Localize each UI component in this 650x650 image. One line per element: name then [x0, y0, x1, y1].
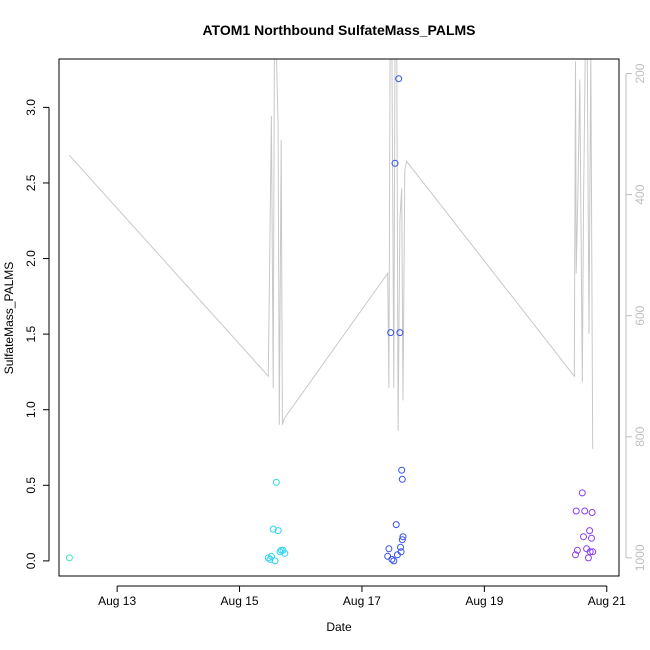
- data-point: [272, 478, 280, 486]
- data-point: [281, 549, 289, 557]
- data-point: [397, 548, 405, 556]
- data-point: [398, 466, 406, 474]
- y-tick-label: 2.0: [24, 250, 38, 267]
- data-point: [395, 75, 403, 83]
- secondary-tick-label: 400: [633, 184, 647, 204]
- data-point: [392, 521, 400, 529]
- data-point: [398, 475, 406, 483]
- secondary-series-line: [69, 59, 594, 449]
- data-point: [578, 489, 586, 497]
- data-point: [388, 555, 396, 563]
- secondary-line-layer: [69, 59, 594, 449]
- x-tick-label: Aug 17: [343, 594, 381, 608]
- data-point: [390, 557, 398, 565]
- secondary-tick-label: 600: [633, 305, 647, 325]
- plot-frame: [58, 58, 620, 577]
- secondary-tick-label: 200: [633, 63, 647, 83]
- x-tick-label: Aug 15: [221, 594, 259, 608]
- data-point: [397, 543, 404, 551]
- data-point: [581, 507, 589, 515]
- x-tick-label: Aug 21: [588, 594, 626, 608]
- data-point: [589, 548, 597, 556]
- data-point: [391, 159, 399, 167]
- data-point: [267, 552, 275, 560]
- y-tick-label: 3.0: [24, 99, 38, 116]
- y-tick-label: 0.5: [24, 477, 38, 494]
- x-tick-label: Aug 13: [98, 594, 136, 608]
- data-point: [586, 527, 594, 535]
- secondary-tick-label: 800: [633, 426, 647, 446]
- y-axis-label: SulfateMass_PALMS: [2, 262, 16, 375]
- data-point: [269, 525, 277, 533]
- axes-layer: 0.0 0.5 1.0 1.5 2.0 2.5 3.0 Aug 13 Aug 15 Aug 17 A…: [24, 63, 647, 608]
- data-point: [588, 534, 595, 542]
- data-point: [266, 555, 274, 563]
- y-tick-label: 1.5: [24, 325, 38, 342]
- points-layer: [65, 75, 597, 565]
- chart-title: ATOM1 Northbound SulfateMass_PALMS: [202, 22, 475, 38]
- data-point: [588, 509, 596, 516]
- data-point: [399, 533, 407, 541]
- data-point: [584, 554, 592, 562]
- data-point: [572, 551, 579, 559]
- data-point: [573, 546, 581, 554]
- x-tick-label: Aug 19: [465, 594, 503, 608]
- secondary-tick-label: 1000: [633, 544, 647, 571]
- data-point: [572, 507, 580, 515]
- y-tick-label: 2.5: [24, 174, 38, 191]
- data-point: [398, 536, 406, 544]
- data-point: [271, 557, 279, 565]
- data-point: [274, 527, 282, 535]
- data-point: [586, 548, 594, 556]
- x-axis-label: Date: [326, 620, 352, 634]
- y-tick-label: 1.0: [24, 401, 38, 418]
- data-point: [396, 329, 404, 337]
- data-point: [580, 533, 587, 541]
- y-tick-label: 0.0: [24, 552, 38, 569]
- data-point: [385, 545, 393, 553]
- data-point: [65, 554, 73, 562]
- data-point: [387, 329, 395, 337]
